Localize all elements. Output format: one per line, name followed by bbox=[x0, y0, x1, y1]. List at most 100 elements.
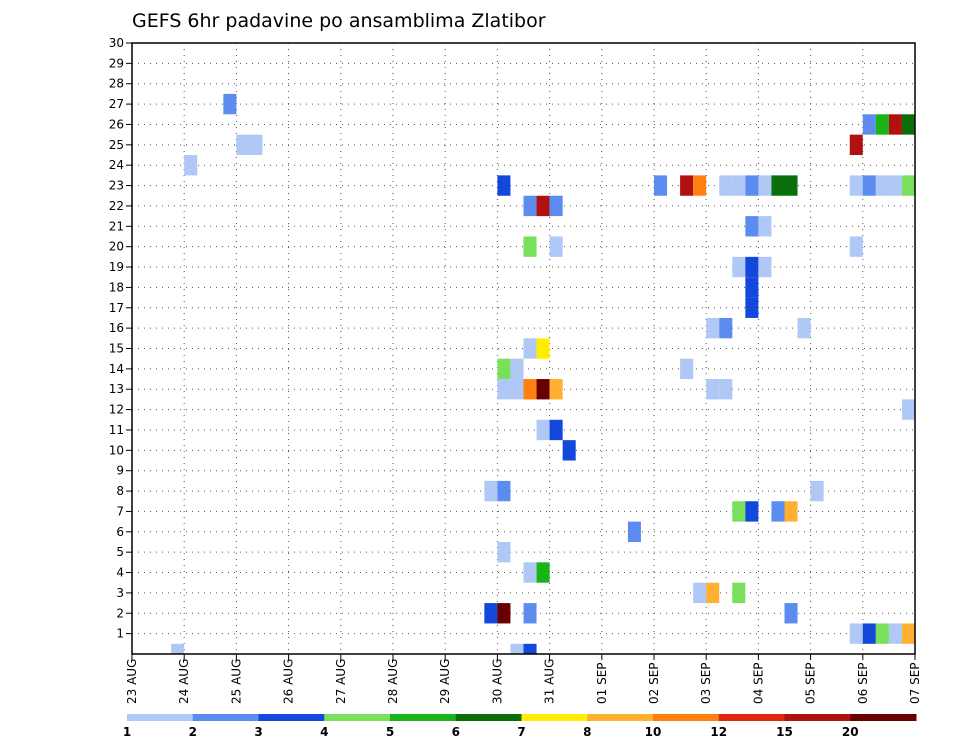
precip-cell bbox=[523, 643, 537, 654]
precip-cell bbox=[797, 317, 811, 339]
precip-cells bbox=[171, 93, 915, 654]
precip-cell bbox=[484, 603, 498, 624]
precip-cell bbox=[549, 195, 563, 217]
colorbar-label: 8 bbox=[583, 725, 591, 739]
x-tick-label: 06 SEP bbox=[856, 662, 870, 704]
precip-cell bbox=[497, 379, 511, 400]
precip-cell bbox=[562, 440, 576, 461]
colorbar-swatch bbox=[324, 714, 391, 721]
precip-cell bbox=[745, 277, 759, 298]
colorbar-label: 2 bbox=[189, 725, 197, 739]
precip-cell bbox=[784, 175, 798, 196]
precip-cell bbox=[497, 603, 511, 624]
y-tick-label: 23 bbox=[109, 179, 124, 193]
colorbar-swatch bbox=[653, 714, 720, 721]
y-tick-label: 3 bbox=[116, 586, 124, 600]
precip-cell bbox=[901, 175, 915, 196]
y-tick-label: 25 bbox=[109, 138, 124, 152]
precip-cell bbox=[510, 379, 524, 400]
colorbar-label: 20 bbox=[842, 725, 859, 739]
precip-cell bbox=[706, 582, 720, 604]
precip-cell bbox=[654, 175, 668, 196]
y-tick-label: 17 bbox=[109, 301, 124, 315]
precip-cell bbox=[758, 256, 772, 278]
y-tick-label: 4 bbox=[116, 566, 124, 580]
x-tick-label: 29 AUG bbox=[438, 659, 452, 704]
colorbar: 1 2 3 4 5 6 7 8 10 12 15 20 bbox=[123, 714, 917, 739]
precip-cell bbox=[719, 175, 733, 196]
precip-cell bbox=[627, 521, 641, 542]
precip-cell bbox=[901, 623, 915, 644]
precip-cell bbox=[484, 480, 498, 502]
colorbar-label: 15 bbox=[776, 725, 793, 739]
precip-cell bbox=[875, 623, 889, 644]
precip-cell bbox=[680, 175, 694, 196]
precip-cell bbox=[745, 256, 759, 278]
precip-cell bbox=[693, 582, 707, 604]
colorbar-swatch bbox=[784, 714, 851, 721]
precip-cell bbox=[732, 582, 746, 604]
precip-cell bbox=[549, 236, 563, 257]
colorbar-swatch bbox=[455, 714, 522, 721]
precip-cell bbox=[745, 297, 759, 318]
precip-cell bbox=[849, 236, 863, 257]
precip-cell bbox=[758, 175, 772, 196]
colorbar-label: 12 bbox=[710, 725, 727, 739]
y-tick-label: 26 bbox=[109, 117, 124, 131]
y-tick-label: 24 bbox=[109, 158, 124, 172]
y-tick-label: 13 bbox=[109, 382, 124, 396]
y-tick-label: 29 bbox=[109, 56, 124, 70]
precip-cell bbox=[888, 623, 902, 644]
precip-cell bbox=[901, 399, 915, 420]
y-tick-label: 18 bbox=[109, 280, 124, 294]
colorbar-label: 7 bbox=[517, 725, 525, 739]
colorbar-label: 1 bbox=[123, 725, 131, 739]
y-tick-label: 28 bbox=[109, 77, 124, 91]
precip-cell bbox=[784, 603, 798, 624]
precip-cell bbox=[184, 155, 198, 176]
x-tick-label: 25 AUG bbox=[229, 659, 243, 704]
precip-cell bbox=[706, 379, 720, 400]
y-tick-label: 2 bbox=[116, 606, 124, 620]
precip-cell bbox=[784, 501, 798, 522]
precip-cell bbox=[223, 93, 237, 115]
colorbar-label: 4 bbox=[320, 725, 328, 739]
precip-cell bbox=[745, 501, 759, 522]
precip-cell bbox=[497, 480, 511, 502]
x-tick-label: 03 SEP bbox=[699, 662, 713, 704]
x-tick-label: 24 AUG bbox=[177, 659, 191, 704]
precip-cell bbox=[888, 114, 902, 135]
y-tick-label: 7 bbox=[116, 504, 124, 518]
x-tick-label: 31 AUG bbox=[543, 659, 557, 704]
x-tick-label: 02 SEP bbox=[647, 662, 661, 704]
x-tick-label: 28 AUG bbox=[386, 659, 400, 704]
precip-cell bbox=[510, 358, 524, 380]
precip-cell bbox=[536, 379, 550, 400]
y-tick-label: 22 bbox=[109, 199, 124, 213]
precip-cell bbox=[771, 175, 785, 196]
precip-cell bbox=[888, 175, 902, 196]
precip-cell bbox=[523, 379, 537, 400]
precip-cell bbox=[745, 175, 759, 196]
y-tick-label: 20 bbox=[109, 240, 124, 254]
y-tick-label: 15 bbox=[109, 342, 124, 356]
y-tick-label: 8 bbox=[116, 484, 124, 498]
colorbar-swatch bbox=[587, 714, 654, 721]
precip-cell bbox=[693, 175, 707, 196]
precip-cell bbox=[523, 195, 537, 217]
precip-cell bbox=[523, 338, 537, 359]
x-axis: 23 AUG 24 AUG 25 AUG 26 AUG 27 AUG 28 AUG 29 A… bbox=[125, 654, 922, 704]
y-tick-label: 5 bbox=[116, 545, 124, 559]
precip-cell bbox=[680, 358, 694, 380]
precip-cell bbox=[771, 501, 785, 522]
precip-cell bbox=[706, 317, 720, 339]
colorbar-label: 10 bbox=[645, 725, 662, 739]
precip-cell bbox=[758, 216, 772, 237]
precip-cell bbox=[719, 317, 733, 339]
precip-cell bbox=[745, 216, 759, 237]
colorbar-swatch bbox=[258, 714, 325, 721]
x-tick-label: 07 SEP bbox=[908, 662, 922, 704]
precip-cell bbox=[236, 134, 250, 156]
precip-cell bbox=[497, 175, 511, 196]
precip-cell bbox=[523, 562, 537, 583]
